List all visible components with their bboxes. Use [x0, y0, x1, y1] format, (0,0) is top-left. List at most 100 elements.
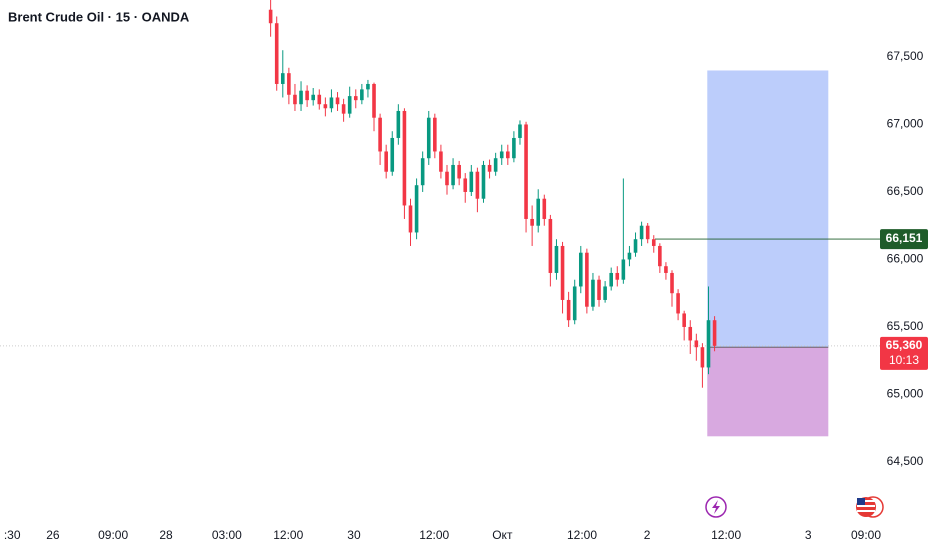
- candle: [317, 89, 322, 110]
- candle: [341, 98, 346, 122]
- x-tick-label: 12:00: [567, 528, 597, 542]
- x-tick-label: 12:00: [273, 528, 303, 542]
- candle-body: [682, 313, 686, 327]
- candle: [548, 214, 553, 287]
- candle-body: [323, 104, 328, 109]
- candle-body: [645, 225, 650, 240]
- candle-body: [487, 164, 492, 172]
- candle: [609, 267, 613, 291]
- candle: [621, 178, 626, 284]
- candle: [299, 81, 303, 111]
- candle-body: [390, 137, 395, 172]
- candle: [481, 160, 486, 203]
- candle: [633, 232, 638, 257]
- candle: [408, 198, 413, 246]
- candle-body: [530, 218, 534, 226]
- candle: [402, 108, 407, 219]
- candle: [499, 144, 504, 165]
- candle-body: [670, 272, 674, 294]
- candle: [658, 243, 662, 273]
- candle: [420, 151, 425, 192]
- candle: [645, 223, 650, 244]
- countdown-label: 10:13: [889, 353, 919, 367]
- candle: [372, 82, 376, 132]
- candle: [700, 343, 705, 388]
- candle-body: [542, 198, 547, 219]
- candle: [554, 239, 559, 280]
- candle-body: [360, 89, 364, 101]
- candle: [530, 205, 534, 246]
- candle-body: [317, 94, 322, 105]
- candle-body: [402, 110, 407, 206]
- candle-body: [651, 239, 656, 246]
- candle-body: [335, 97, 340, 105]
- x-tick-label: Окт: [492, 528, 513, 542]
- candle-body: [548, 218, 553, 273]
- candle: [329, 89, 334, 113]
- hline-label-box: [880, 229, 928, 250]
- x-tick-label: 03:00: [212, 528, 242, 542]
- candle-body: [463, 178, 468, 192]
- candle-body: [475, 171, 480, 199]
- candle-body: [506, 151, 510, 159]
- candle: [536, 189, 541, 233]
- candle-body: [688, 326, 693, 341]
- candle-body: [700, 347, 705, 368]
- candle: [360, 83, 364, 105]
- candle: [445, 164, 449, 195]
- candle-body: [469, 171, 474, 192]
- candle: [560, 241, 565, 314]
- x-tick-label: 12:00: [419, 528, 449, 542]
- candle: [615, 266, 620, 287]
- candle-body: [280, 73, 285, 84]
- candle-body: [615, 272, 620, 280]
- candle-body: [396, 110, 401, 138]
- x-tick-label: 09:00: [98, 528, 128, 542]
- candle-body: [658, 245, 662, 267]
- candle: [311, 88, 315, 106]
- y-tick-label: 67,000: [887, 117, 924, 131]
- candle: [566, 291, 571, 327]
- candle: [597, 275, 601, 307]
- candle-body: [597, 279, 601, 300]
- candle-body: [627, 252, 632, 260]
- y-tick-label: 66,000: [887, 252, 924, 266]
- candle: [323, 97, 328, 117]
- candle-body: [585, 252, 589, 307]
- x-tick-label: 30: [347, 528, 361, 542]
- candle-body: [603, 286, 607, 300]
- candle: [512, 131, 516, 163]
- candle: [542, 194, 547, 226]
- candle: [591, 272, 595, 311]
- candle: [475, 167, 480, 213]
- candle: [463, 173, 468, 203]
- candle-body: [366, 83, 370, 90]
- candle: [688, 320, 693, 354]
- x-tick-label: 09:00: [851, 528, 881, 542]
- candle: [524, 121, 528, 233]
- flag-stripe: [857, 510, 875, 512]
- candle-body: [578, 252, 583, 287]
- candle: [378, 113, 382, 165]
- candle-body: [499, 151, 504, 159]
- candle-body: [609, 272, 613, 287]
- event-circle: [705, 496, 727, 518]
- candle-body: [706, 320, 711, 368]
- flag-icon: [856, 496, 884, 518]
- candle: [353, 89, 358, 109]
- candle: [469, 164, 474, 197]
- last-price-label: 65,360: [886, 338, 923, 352]
- flag-stripe: [857, 505, 875, 507]
- candle: [335, 92, 340, 111]
- candle: [603, 281, 607, 303]
- candle-body: [372, 83, 376, 118]
- chart-title: Brent Crude Oil · 15 · OANDA: [8, 9, 190, 24]
- candle-body: [299, 90, 303, 105]
- candle-body: [305, 90, 309, 101]
- candle-body: [420, 158, 425, 186]
- candle: [280, 50, 285, 98]
- lightning: [712, 500, 720, 514]
- candle: [414, 178, 419, 240]
- candle-body: [347, 96, 352, 114]
